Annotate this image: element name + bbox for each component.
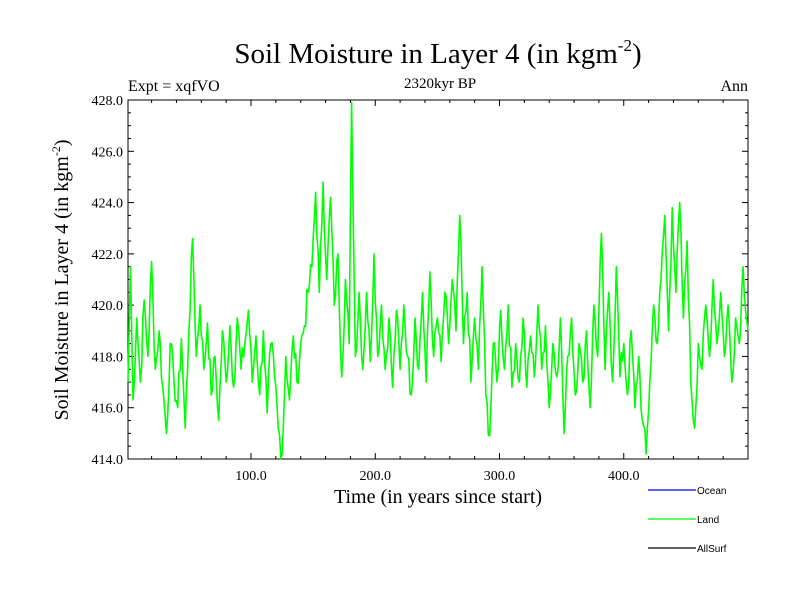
legend-label-allsurf: AllSurf	[697, 544, 727, 555]
x-tick-label: 200.0	[360, 469, 392, 484]
y-tick-label: 414.0	[92, 453, 124, 468]
chart-title-text: Soil Moisture in Layer 4 (in kgm	[234, 38, 618, 70]
experiment-label: Expt = xqfVO	[128, 78, 220, 95]
legend: Ocean Land AllSurf	[648, 486, 727, 555]
chart-title: Soil Moisture in Layer 4 (in kgm-2)	[234, 36, 641, 70]
y-tick-label: 418.0	[92, 350, 124, 365]
x-axis: 100.0 200.0 300.0 400.0	[151, 100, 724, 484]
y-axis-label-close: )	[51, 139, 73, 146]
x-axis-label: Time (in years since start)	[334, 486, 542, 508]
series-line-land	[127, 101, 749, 460]
y-axis-label-sup: -2	[49, 146, 63, 156]
y-tick-label: 422.0	[92, 248, 124, 263]
legend-label-land: Land	[697, 515, 719, 526]
x-tick-label: 300.0	[484, 469, 516, 484]
legend-label-ocean: Ocean	[697, 486, 726, 497]
chart-title-close: )	[632, 38, 642, 70]
y-tick-label: 428.0	[92, 94, 124, 109]
y-tick-label: 426.0	[92, 145, 124, 160]
plot-frame	[127, 99, 749, 460]
period-label: Ann	[720, 78, 748, 95]
y-axis-label-text: Soil Moisture in Layer 4 (in kgm	[51, 156, 73, 421]
plot-area: 414.0 416.0 418.0 420.0 422.0 424.0 426.0 428.0…	[92, 94, 749, 484]
chart-subtitle: 2320kyr BP	[404, 76, 476, 92]
y-tick-label: 416.0	[92, 402, 124, 417]
y-tick-label: 420.0	[92, 299, 124, 314]
y-tick-label: 424.0	[92, 197, 124, 212]
x-tick-label: 400.0	[608, 469, 640, 484]
x-tick-label: 100.0	[235, 469, 267, 484]
series-layer	[127, 101, 749, 460]
y-axis-label: Soil Moisture in Layer 4 (in kgm-2)	[49, 139, 73, 420]
chart-title-sup: -2	[618, 36, 632, 55]
y-axis: 414.0 416.0 418.0 420.0 422.0 424.0 426.0 428.0	[92, 94, 748, 468]
